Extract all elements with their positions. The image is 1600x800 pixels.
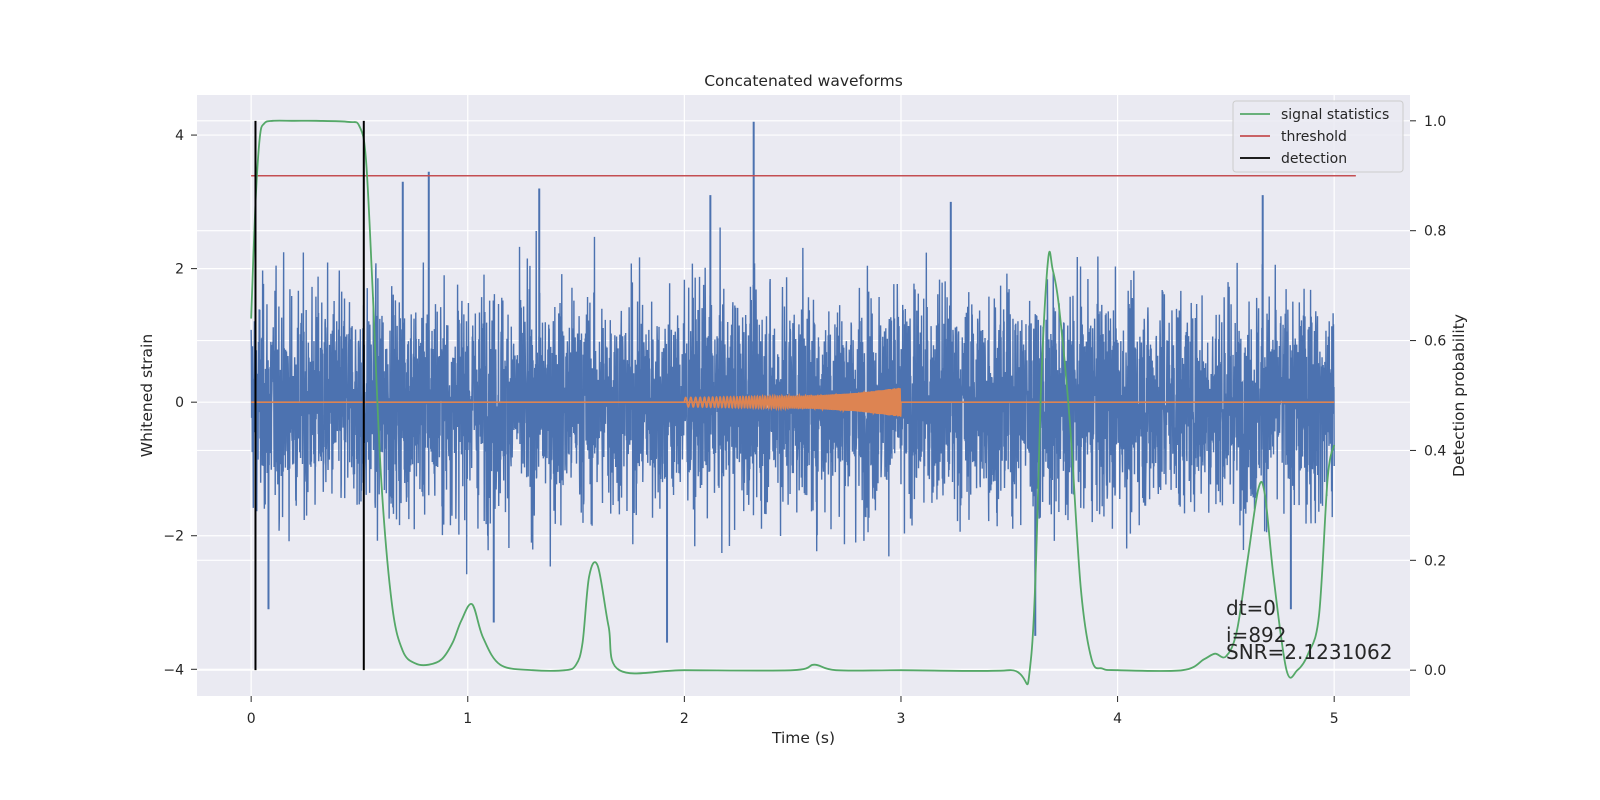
- y2-tick-label: 0.4: [1424, 443, 1446, 459]
- x-axis-label: Time (s): [771, 729, 835, 747]
- x-tick-label: 3: [897, 711, 906, 727]
- noise-series-line: [250, 227, 1335, 575]
- legend-label-detection: detection: [1281, 151, 1347, 167]
- legend-box: [1232, 100, 1404, 173]
- y2-tick-label: 0.0: [1424, 663, 1446, 679]
- x-tick-label: 1: [463, 711, 472, 727]
- x-tick-label: 2: [680, 711, 689, 727]
- injection-chirp-line: [683, 387, 902, 417]
- y-tick-label: 4: [175, 128, 184, 144]
- y-tick-label: 2: [175, 262, 184, 278]
- annotation-dt: dt=0: [1226, 596, 1276, 620]
- y-axis-label: Whitened strain: [138, 334, 156, 457]
- legend: signal statistics threshold detection: [1232, 100, 1404, 173]
- chart-title: Concatenated waveforms: [704, 72, 903, 90]
- legend-label-signal-statistics: signal statistics: [1281, 107, 1389, 123]
- legend-label-threshold: threshold: [1281, 129, 1347, 145]
- y2-tick-label: 0.2: [1424, 553, 1446, 569]
- y2-tick-label: 1.0: [1424, 114, 1446, 130]
- y2-tick-label: 0.8: [1424, 224, 1446, 240]
- y-tick-label: −2: [163, 529, 184, 545]
- annotation-index: i=892: [1226, 623, 1287, 647]
- x-tick-label: 4: [1113, 711, 1122, 727]
- data-layer: [250, 119, 1356, 686]
- annotation-snr: SNR=2.1231062: [1226, 640, 1392, 664]
- y-tick-label: 0: [175, 395, 184, 411]
- x-tick-label: 0: [247, 711, 256, 727]
- ticks: 0 1 2 3 4 5 −4 −2 0 2 4 0.0 0.2 0.4 0.6 0.8 1.0: [163, 114, 1446, 727]
- x-tick-label: 5: [1330, 711, 1339, 727]
- signal-statistics-line: [250, 119, 1336, 686]
- y2-tick-label: 0.6: [1424, 334, 1446, 350]
- y2-axis-label: Detection probability: [1450, 314, 1468, 477]
- y-tick-label: −4: [163, 662, 184, 678]
